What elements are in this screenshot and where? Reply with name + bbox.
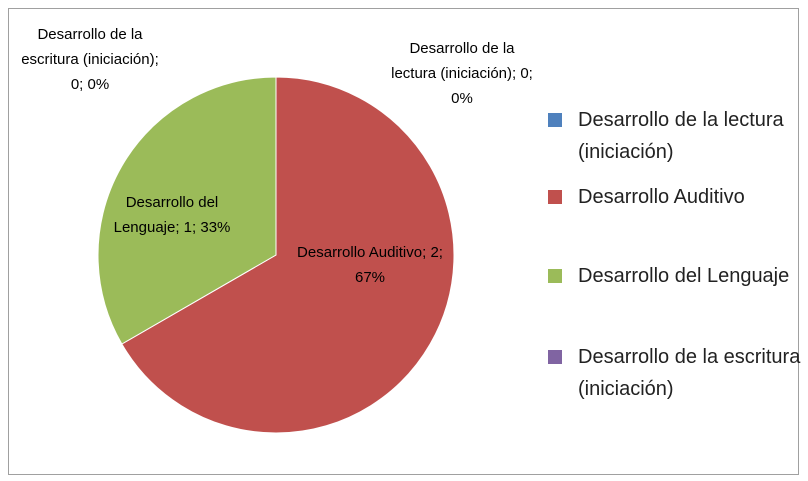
legend-label: Desarrollo Auditivo [578, 186, 745, 208]
data-label: Desarrollo de la lectura (iniciación); 0… [391, 40, 533, 107]
data-label: Desarrollo Auditivo; 2; 67% [297, 244, 443, 286]
legend-label: Desarrollo de la lectura (iniciación) [578, 109, 784, 163]
pie-slice [121, 76, 455, 434]
legend-swatch [548, 190, 562, 204]
legend-swatch [548, 269, 562, 283]
legend-label: Desarrollo de la escritura (iniciación) [578, 346, 801, 400]
legend-swatch [548, 113, 562, 127]
data-label: Desarrollo del Lenguaje; 1; 33% [113, 194, 231, 236]
legend-swatch [548, 350, 562, 364]
data-label: Desarrollo de la escritura (iniciación);… [21, 26, 159, 93]
legend-label: Desarrollo del Lenguaje [578, 265, 790, 287]
pie-slice [97, 76, 277, 345]
